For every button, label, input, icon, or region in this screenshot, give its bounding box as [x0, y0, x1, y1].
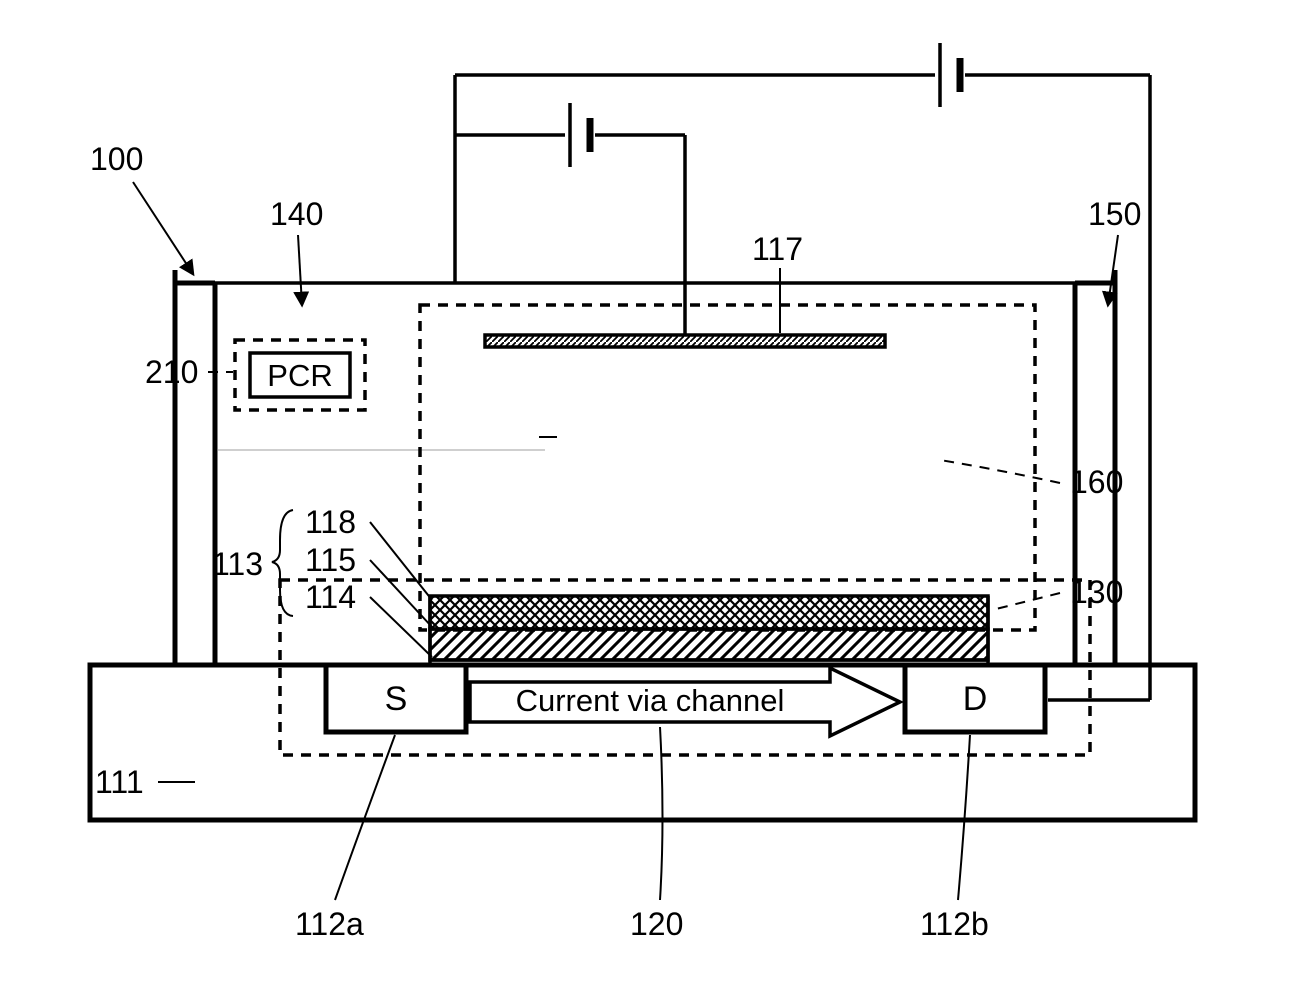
- ref-140: 140: [270, 196, 323, 232]
- layer-115-crosshatch: [430, 596, 988, 629]
- ref-118: 118: [305, 504, 356, 540]
- ref-114: 114: [305, 579, 356, 615]
- ref-113: 113: [212, 546, 263, 582]
- ref-210: 210: [145, 354, 198, 390]
- source-label: S: [385, 680, 408, 718]
- ref-120: 120: [630, 906, 683, 942]
- ref-112a: 112a: [295, 906, 364, 942]
- detection-dashed-box: [420, 305, 1035, 630]
- ref-112b: 112b: [920, 906, 989, 942]
- ref-160: 160: [1070, 464, 1123, 500]
- layer-118-hatch: [430, 629, 988, 660]
- ref-100: 100: [90, 141, 143, 177]
- drain-region: D: [905, 667, 1045, 732]
- channel-arrow: Current via channel: [470, 668, 900, 736]
- channel-arrow-text: Current via channel: [516, 683, 785, 718]
- chamber-left-wall: [175, 270, 215, 665]
- ref-150: 150: [1088, 196, 1141, 232]
- ref-115: 115: [305, 542, 356, 578]
- source-region: S: [326, 667, 466, 732]
- plate-117: [485, 335, 885, 347]
- pcr-label: PCR: [267, 358, 332, 393]
- drain-label: D: [963, 680, 988, 718]
- ref-117: 117: [752, 231, 803, 267]
- battery-1: [570, 103, 590, 167]
- ref-111: 111: [95, 764, 144, 800]
- source-wire: [455, 75, 565, 283]
- ref-130: 130: [1070, 574, 1123, 610]
- leaders: [133, 182, 1118, 900]
- battery-2: [940, 43, 960, 107]
